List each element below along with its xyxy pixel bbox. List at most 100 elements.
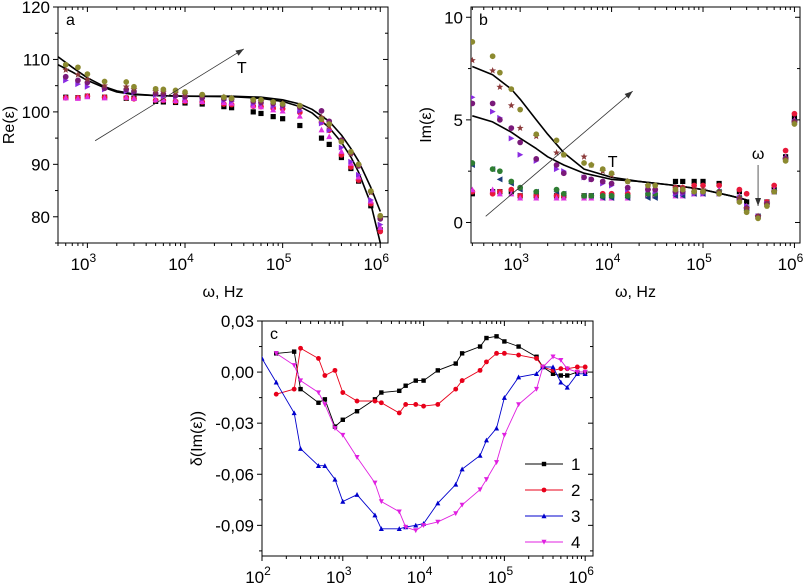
data-point bbox=[403, 383, 408, 388]
annotation-arrow-head bbox=[624, 91, 633, 99]
y-tick-label: 80 bbox=[31, 208, 50, 227]
data-point bbox=[340, 417, 345, 422]
data-point bbox=[771, 182, 778, 189]
data-point bbox=[270, 114, 276, 120]
data-point bbox=[679, 186, 686, 193]
data-point bbox=[356, 171, 362, 178]
data-point bbox=[517, 151, 524, 158]
data-point bbox=[291, 386, 297, 392]
x-tick-label-exponent: 2 bbox=[264, 564, 271, 578]
legend-item: 1 bbox=[525, 455, 580, 474]
y-tick-label: -0,09 bbox=[215, 516, 254, 535]
data-point bbox=[743, 204, 751, 212]
data-point bbox=[315, 390, 322, 396]
data-point bbox=[403, 524, 409, 530]
data-point bbox=[322, 397, 328, 402]
data-point bbox=[508, 135, 515, 142]
data-point bbox=[228, 105, 235, 111]
data-point bbox=[152, 96, 159, 103]
data-point bbox=[298, 378, 304, 384]
data-point bbox=[599, 178, 606, 185]
plot-frame bbox=[57, 6, 389, 244]
x-tick-label-base: 10 bbox=[488, 568, 507, 584]
data-point bbox=[553, 162, 560, 168]
data-point bbox=[471, 100, 476, 107]
series-T9 bbox=[471, 39, 798, 222]
data-point bbox=[564, 366, 570, 372]
data-point bbox=[453, 361, 458, 366]
data-point bbox=[560, 190, 567, 197]
data-point bbox=[378, 526, 384, 531]
data-point bbox=[533, 371, 540, 376]
data-point bbox=[489, 100, 496, 107]
data-point bbox=[435, 519, 441, 525]
x-tick-label-exponent: 5 bbox=[285, 251, 292, 265]
data-point bbox=[550, 354, 556, 360]
data-point bbox=[291, 363, 297, 368]
data-point bbox=[558, 357, 564, 363]
data-point bbox=[558, 379, 564, 385]
x-tick-label-base: 10 bbox=[168, 255, 187, 274]
data-point bbox=[160, 86, 167, 93]
x-tick-label-exponent: 3 bbox=[522, 251, 529, 265]
data-point bbox=[377, 212, 384, 219]
data-point bbox=[471, 56, 476, 64]
data-point bbox=[84, 93, 91, 100]
data-point bbox=[691, 188, 698, 195]
data-point bbox=[318, 120, 325, 127]
data-point bbox=[494, 460, 500, 465]
data-point bbox=[340, 498, 346, 504]
data-point bbox=[396, 410, 402, 416]
x-tick-label-base: 10 bbox=[503, 255, 522, 274]
data-point bbox=[672, 178, 679, 185]
data-point bbox=[484, 335, 489, 341]
data-point bbox=[782, 158, 789, 164]
plot-frame bbox=[261, 320, 594, 557]
annotation-arrow-head bbox=[235, 48, 244, 56]
data-point bbox=[494, 334, 499, 339]
data-point bbox=[550, 364, 556, 370]
data-point bbox=[497, 117, 503, 123]
data-point bbox=[160, 96, 167, 103]
data-point bbox=[533, 386, 540, 392]
data-point bbox=[453, 481, 459, 487]
data-point bbox=[258, 96, 264, 103]
data-point bbox=[645, 190, 651, 197]
series-T3 bbox=[62, 93, 384, 230]
data-point bbox=[624, 192, 631, 199]
x-tick-label-exponent: 4 bbox=[614, 251, 621, 265]
data-point bbox=[489, 53, 496, 60]
data-point bbox=[791, 121, 798, 127]
legend-item: 4 bbox=[525, 533, 580, 552]
data-point bbox=[338, 138, 345, 145]
data-point bbox=[257, 103, 264, 110]
data-point bbox=[172, 97, 179, 103]
data-point bbox=[508, 190, 515, 197]
data-point bbox=[355, 173, 362, 180]
x-tick-label-exponent: 6 bbox=[587, 564, 594, 578]
x-tick-label-base: 10 bbox=[778, 255, 797, 274]
data-point bbox=[533, 194, 540, 201]
data-point bbox=[403, 402, 409, 407]
data-point bbox=[315, 463, 322, 468]
x-tick-label: 105 bbox=[686, 251, 712, 274]
data-point bbox=[62, 66, 70, 73]
legend-label: 1 bbox=[571, 455, 580, 474]
data-point bbox=[588, 176, 595, 183]
data-point bbox=[700, 188, 706, 195]
y-tick-label: -0,06 bbox=[215, 465, 254, 484]
data-point bbox=[378, 499, 384, 505]
data-point bbox=[608, 180, 615, 187]
data-point bbox=[735, 194, 743, 201]
data-point bbox=[581, 174, 587, 181]
data-point bbox=[459, 502, 465, 508]
data-point bbox=[501, 350, 507, 356]
data-point bbox=[574, 369, 580, 375]
data-point bbox=[560, 194, 567, 201]
x-axis-title: ω, Hz bbox=[615, 284, 656, 301]
data-point bbox=[477, 487, 483, 493]
data-point bbox=[130, 95, 137, 101]
data-point bbox=[494, 425, 500, 431]
data-point bbox=[322, 463, 328, 468]
